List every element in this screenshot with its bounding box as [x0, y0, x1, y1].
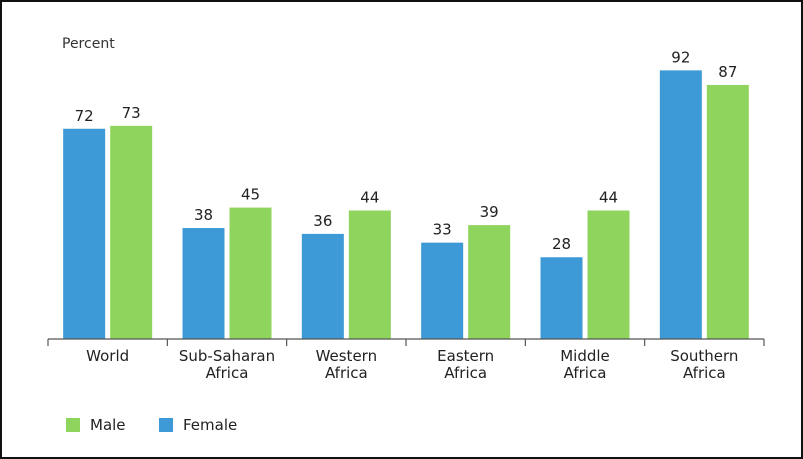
value-label-male-0: 73	[122, 104, 141, 122]
x-tick-label-5: Southern Africa	[670, 347, 738, 382]
x-tick-labels-group: World Sub-Saharan Africa Western Africa Easte…	[86, 347, 738, 382]
value-label-male-5: 87	[718, 63, 737, 81]
bar-male-4	[587, 210, 630, 339]
value-label-female-4: 28	[552, 235, 571, 253]
bar-female-4	[540, 257, 583, 339]
bar-male-5	[706, 84, 749, 340]
bar-female-2	[301, 233, 344, 339]
value-label-male-4: 44	[599, 189, 618, 207]
bars-group	[63, 70, 749, 340]
legend-swatch-female	[159, 418, 173, 432]
value-label-female-0: 72	[75, 107, 94, 125]
value-label-male-2: 44	[360, 189, 379, 207]
legend-swatch-male	[66, 418, 80, 432]
bar-male-3	[468, 225, 511, 339]
x-tick-label-2: Western Africa	[316, 347, 378, 382]
legend-label-male: Male	[90, 416, 126, 434]
bar-female-3	[421, 242, 464, 339]
value-label-female-3: 33	[433, 221, 452, 239]
x-tick-label-1: Sub-Saharan Africa	[179, 347, 275, 382]
bar-male-0	[110, 125, 153, 339]
value-label-female-1: 38	[194, 206, 213, 224]
x-tick-label-4: Middle Africa	[560, 347, 610, 382]
x-tick-label-3: Eastern Africa	[437, 347, 494, 382]
x-ticks-group	[47, 339, 765, 346]
value-label-male-1: 45	[241, 186, 260, 204]
value-label-female-5: 92	[671, 48, 690, 66]
legend-label-female: Female	[183, 416, 237, 434]
value-labels-group: 72 73 38 45 36 44 33 39 28 44 92 87	[75, 48, 738, 253]
bar-male-2	[348, 210, 391, 339]
bar-female-1	[182, 228, 225, 339]
value-label-male-3: 39	[480, 203, 499, 221]
bar-female-0	[63, 128, 106, 339]
bar-female-5	[659, 70, 702, 340]
value-label-female-2: 36	[313, 212, 332, 230]
x-tick-label-0: World	[86, 347, 129, 365]
y-axis-label: Percent	[62, 36, 115, 52]
bar-male-1	[229, 207, 272, 339]
legend: Male Female	[66, 416, 237, 434]
